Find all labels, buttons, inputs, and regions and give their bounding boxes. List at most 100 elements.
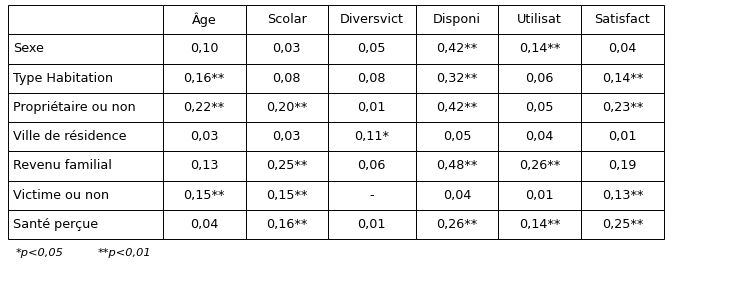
- Text: 0,04: 0,04: [443, 189, 471, 202]
- Bar: [8, 122, 163, 151]
- Bar: [416, 181, 498, 210]
- Text: 0,48**: 0,48**: [437, 159, 477, 172]
- Bar: [328, 181, 416, 210]
- Bar: [8, 181, 163, 210]
- Text: 0,03: 0,03: [190, 130, 218, 143]
- Bar: [416, 93, 498, 122]
- Bar: [581, 64, 664, 93]
- Bar: [163, 64, 246, 93]
- Text: 0,13**: 0,13**: [602, 189, 643, 202]
- Bar: [328, 210, 416, 239]
- Bar: [246, 122, 328, 151]
- Text: -: -: [369, 189, 374, 202]
- Bar: [8, 34, 163, 64]
- Text: 0,26**: 0,26**: [437, 218, 477, 231]
- Text: Propriétaire ou non: Propriétaire ou non: [13, 101, 135, 114]
- Bar: [246, 210, 328, 239]
- Bar: [416, 64, 498, 93]
- Text: Diversvict: Diversvict: [340, 13, 403, 26]
- Bar: [246, 5, 328, 34]
- Bar: [581, 122, 664, 151]
- Bar: [8, 210, 163, 239]
- Text: Âge: Âge: [192, 12, 217, 27]
- Text: 0,04: 0,04: [525, 130, 554, 143]
- Text: 0,06: 0,06: [357, 159, 386, 172]
- Bar: [416, 122, 498, 151]
- Bar: [246, 64, 328, 93]
- Bar: [8, 64, 163, 93]
- Text: *p<0,05: *p<0,05: [16, 248, 64, 258]
- Text: 0,22**: 0,22**: [184, 101, 225, 114]
- Text: 0,04: 0,04: [608, 42, 636, 55]
- Bar: [498, 210, 581, 239]
- Bar: [498, 93, 581, 122]
- Bar: [416, 34, 498, 64]
- Text: 0,16**: 0,16**: [184, 72, 225, 85]
- Text: Santé perçue: Santé perçue: [13, 218, 98, 231]
- Text: 0,26**: 0,26**: [519, 159, 560, 172]
- Text: 0,05: 0,05: [357, 42, 386, 55]
- Text: 0,03: 0,03: [272, 42, 301, 55]
- Text: **p<0,01: **p<0,01: [98, 248, 152, 258]
- Text: 0,05: 0,05: [443, 130, 471, 143]
- Bar: [163, 34, 246, 64]
- Text: 0,14**: 0,14**: [519, 218, 560, 231]
- Bar: [246, 34, 328, 64]
- Bar: [8, 151, 163, 181]
- Bar: [8, 93, 163, 122]
- Bar: [8, 5, 163, 34]
- Text: 0,25**: 0,25**: [266, 159, 307, 172]
- Bar: [498, 34, 581, 64]
- Text: Utilisat: Utilisat: [517, 13, 562, 26]
- Bar: [498, 5, 581, 34]
- Text: 0,14**: 0,14**: [519, 42, 560, 55]
- Bar: [581, 5, 664, 34]
- Bar: [328, 122, 416, 151]
- Text: 0,13: 0,13: [190, 159, 218, 172]
- Bar: [328, 93, 416, 122]
- Text: 0,08: 0,08: [272, 72, 301, 85]
- Bar: [328, 64, 416, 93]
- Text: 0,05: 0,05: [525, 101, 554, 114]
- Bar: [416, 210, 498, 239]
- Bar: [498, 151, 581, 181]
- Text: Victime ou non: Victime ou non: [13, 189, 109, 202]
- Text: Satisfact: Satisfact: [594, 13, 650, 26]
- Text: 0,03: 0,03: [272, 130, 301, 143]
- Bar: [163, 210, 246, 239]
- Bar: [163, 181, 246, 210]
- Bar: [328, 151, 416, 181]
- Bar: [163, 122, 246, 151]
- Text: 0,06: 0,06: [525, 72, 554, 85]
- Text: 0,25**: 0,25**: [602, 218, 643, 231]
- Text: Disponi: Disponi: [433, 13, 481, 26]
- Text: 0,01: 0,01: [357, 218, 386, 231]
- Text: 0,10: 0,10: [190, 42, 218, 55]
- Text: 0,23**: 0,23**: [602, 101, 643, 114]
- Text: 0,15**: 0,15**: [266, 189, 307, 202]
- Bar: [163, 151, 246, 181]
- Bar: [328, 34, 416, 64]
- Text: 0,11*: 0,11*: [354, 130, 389, 143]
- Text: 0,19: 0,19: [608, 159, 636, 172]
- Bar: [498, 122, 581, 151]
- Bar: [498, 181, 581, 210]
- Bar: [328, 5, 416, 34]
- Bar: [246, 93, 328, 122]
- Text: 0,42**: 0,42**: [437, 101, 477, 114]
- Bar: [581, 34, 664, 64]
- Text: 0,01: 0,01: [525, 189, 554, 202]
- Bar: [163, 5, 246, 34]
- Text: Sexe: Sexe: [13, 42, 44, 55]
- Text: 0,32**: 0,32**: [437, 72, 477, 85]
- Text: 0,01: 0,01: [357, 101, 386, 114]
- Text: 0,04: 0,04: [190, 218, 218, 231]
- Bar: [581, 93, 664, 122]
- Text: Ville de résidence: Ville de résidence: [13, 130, 127, 143]
- Text: 0,20**: 0,20**: [266, 101, 307, 114]
- Bar: [581, 151, 664, 181]
- Text: Scolar: Scolar: [266, 13, 306, 26]
- Text: 0,16**: 0,16**: [266, 218, 307, 231]
- Bar: [498, 64, 581, 93]
- Bar: [416, 5, 498, 34]
